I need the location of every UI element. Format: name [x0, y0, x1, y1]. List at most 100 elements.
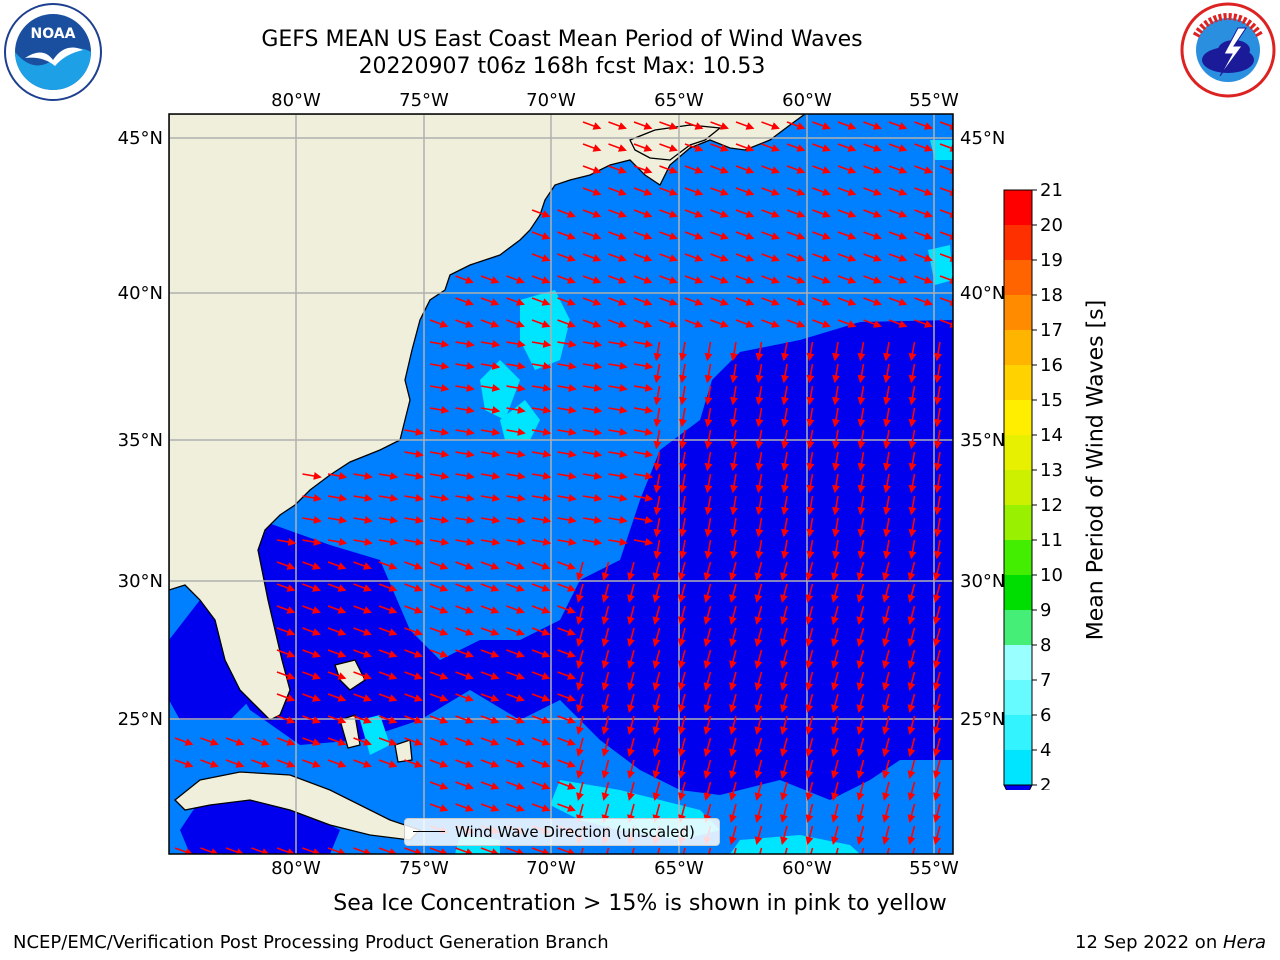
- wave-direction-arrow: [576, 781, 584, 801]
- wave-direction-arrow: [659, 231, 678, 240]
- wave-direction-arrow: [754, 715, 763, 735]
- wave-direction-arrow: [582, 231, 602, 240]
- wave-direction-arrow: [914, 165, 933, 174]
- wave-direction-arrow: [506, 693, 525, 702]
- wave-direction-arrow: [684, 297, 704, 306]
- wave-direction-arrow: [914, 121, 933, 130]
- colorbar-tick-label: 11: [1040, 530, 1063, 551]
- wave-direction-arrow: [531, 362, 552, 370]
- wave-direction-arrow: [652, 737, 661, 757]
- colorbar-tick-label: 2: [1040, 775, 1051, 790]
- colorbar-segment: [1004, 540, 1032, 575]
- wave-direction-arrow: [934, 429, 942, 450]
- wave-direction-arrow: [276, 715, 296, 724]
- wave-direction-arrow: [378, 583, 398, 592]
- wave-direction-arrow: [735, 165, 755, 174]
- wave-direction-arrow: [455, 583, 474, 592]
- wave-direction-arrow: [531, 671, 551, 680]
- wave-direction-arrow: [576, 737, 584, 757]
- wave-direction-arrow: [812, 297, 831, 306]
- wave-direction-arrow: [506, 275, 525, 284]
- wave-direction-arrow: [353, 693, 372, 702]
- wave-direction-arrow: [780, 737, 788, 757]
- wave-direction-arrow: [886, 847, 890, 854]
- wave-direction-arrow: [805, 803, 814, 823]
- wave-direction-arrow: [831, 781, 839, 801]
- wave-direction-arrow: [576, 649, 584, 669]
- wave-direction-arrow: [934, 385, 942, 406]
- wave-direction-arrow: [480, 428, 501, 436]
- wave-direction-arrow: [856, 781, 865, 801]
- wave-direction-arrow: [506, 450, 526, 458]
- wave-direction-arrow: [627, 781, 635, 801]
- wave-direction-arrow: [531, 605, 551, 614]
- wave-direction-arrow: [786, 209, 806, 218]
- us-east-coast-land: [169, 114, 807, 721]
- wave-direction-arrow: [557, 384, 577, 392]
- wave-direction-arrow: [888, 297, 908, 306]
- wave-direction-arrow: [805, 715, 814, 735]
- colorbar-tick-label: 15: [1040, 390, 1063, 411]
- wave-direction-arrow: [480, 384, 501, 392]
- wave-direction-arrow: [657, 847, 661, 854]
- wave-direction-arrow: [704, 407, 713, 428]
- wave-direction-arrow: [633, 275, 653, 284]
- wave-direction-arrow: [576, 759, 584, 779]
- wave-direction-arrow: [934, 517, 942, 538]
- wave-direction-arrow: [633, 253, 653, 262]
- wave-direction-arrow: [786, 253, 806, 262]
- wave-direction-arrow: [832, 385, 840, 406]
- wave-direction-arrow: [302, 693, 321, 702]
- wave-direction-arrow: [633, 121, 653, 130]
- wave-direction-arrow: [480, 605, 500, 614]
- wave-direction-arrow: [832, 473, 840, 494]
- wave-direction-arrow: [633, 187, 653, 196]
- wave-direction-arrow: [933, 693, 941, 713]
- wave-direction-arrow: [781, 539, 789, 560]
- wave-direction-arrow: [353, 715, 372, 724]
- wave-direction-arrow: [659, 319, 678, 328]
- lon-labels-bottom: 80°W 75°W 70°W 65°W 60°W 55°W: [271, 858, 959, 879]
- wave-direction-arrow: [735, 143, 755, 152]
- wave-direction-arrow: [832, 341, 840, 362]
- wave-direction-arrow: [302, 715, 321, 724]
- wave-direction-arrow: [378, 671, 398, 680]
- wave-direction-arrow: [429, 406, 450, 414]
- wave-direction-arrow: [506, 516, 526, 524]
- lon-label-top: 75°W: [399, 90, 449, 111]
- wave-direction-arrow: [837, 165, 857, 174]
- wave-direction-arrow: [652, 627, 661, 647]
- wave-direction-arrow: [882, 693, 890, 713]
- wave-direction-arrow: [933, 715, 941, 735]
- wave-direction-arrow: [582, 428, 603, 436]
- wave-direction-arrow: [810, 847, 814, 854]
- wave-direction-arrow: [679, 429, 687, 450]
- wave-direction-arrow: [703, 649, 712, 669]
- wave-direction-arrow: [857, 429, 866, 450]
- wave-direction-arrow: [404, 472, 424, 480]
- wave-direction-arrow: [378, 759, 398, 768]
- wave-direction-arrow: [404, 583, 423, 592]
- wave-direction-arrow: [531, 253, 551, 262]
- wave-direction-arrow: [730, 429, 738, 450]
- colorbar-tick-label: 12: [1040, 495, 1063, 516]
- wave-direction-arrow: [608, 362, 628, 370]
- wave-direction-arrow: [302, 472, 322, 480]
- wave-direction-arrow: [506, 561, 525, 570]
- wave-direction-arrow: [455, 384, 475, 392]
- wave-direction-arrow: [934, 539, 942, 560]
- wave-direction-arrow: [907, 583, 916, 603]
- wave-direction-arrow: [761, 253, 780, 262]
- wave-direction-arrow: [831, 693, 839, 713]
- wave-direction-arrow: [353, 472, 373, 480]
- wave-direction-arrow: [404, 450, 424, 458]
- wave-direction-arrow: [633, 384, 654, 392]
- wave-direction-arrow: [404, 715, 423, 724]
- wave-direction-arrow: [327, 472, 348, 480]
- wave-direction-arrow: [761, 275, 780, 284]
- wave-direction-arrow: [704, 473, 713, 494]
- wave-direction-arrow: [653, 385, 662, 406]
- wave-direction-arrow: [404, 649, 423, 658]
- figure-title-line2: 20220907 t06z 168h fcst Max: 10.53: [358, 54, 766, 79]
- lat-label-left: 35°N: [118, 430, 163, 451]
